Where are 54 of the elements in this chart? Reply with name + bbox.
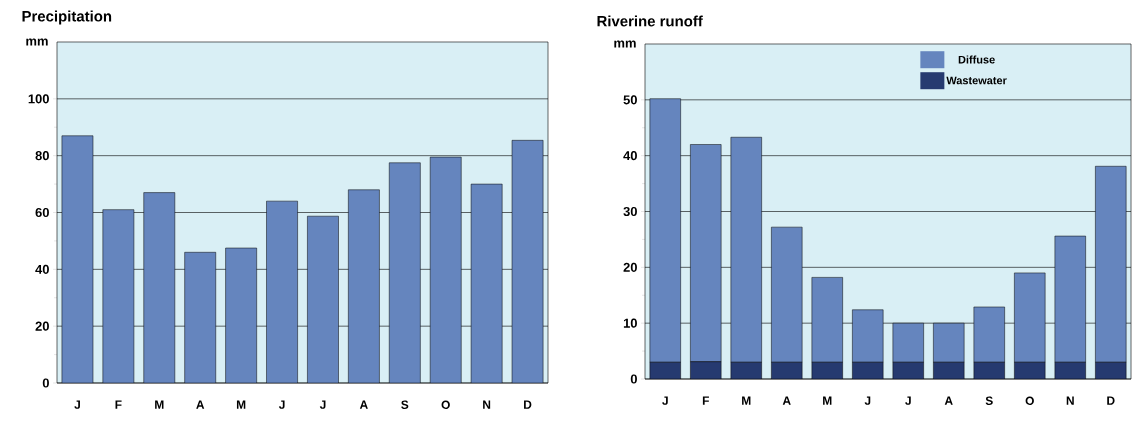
x-tick-label: J [319, 400, 326, 409]
y-tick-label: 10 [623, 318, 637, 328]
bar [184, 252, 217, 383]
bar [225, 247, 257, 383]
legend-label: Wastewater [946, 76, 1007, 85]
x-tick-label: M [823, 396, 832, 405]
y-tick-label: 60 [35, 207, 49, 218]
bar [429, 156, 462, 383]
x-tick-label: A [359, 400, 368, 409]
bar [307, 215, 339, 383]
bar [266, 200, 298, 383]
x-tick-label: F [702, 396, 709, 405]
x-tick-label: J [74, 400, 80, 409]
bar [143, 192, 176, 383]
x-tick-label: A [944, 396, 953, 405]
y-tick-label: 80 [35, 151, 49, 161]
x-tick-label: N [1066, 396, 1074, 405]
x-tick-label: O [1025, 396, 1034, 405]
x-tick-label: J [905, 396, 911, 405]
bar [511, 140, 544, 383]
x-tick-label: D [1107, 396, 1115, 405]
x-tick-label: F [115, 400, 122, 409]
y-axis-title: mm [614, 40, 636, 48]
x-tick-label: J [864, 396, 871, 405]
x-tick-label: S [401, 400, 409, 409]
y-tick-label: 50 [623, 95, 637, 105]
x-tick-label: O [441, 400, 450, 409]
x-tick-label: M [742, 396, 751, 405]
x-tick-label: D [524, 400, 532, 409]
bar [470, 183, 503, 383]
bar [389, 162, 421, 383]
y-tick-label: 0 [630, 374, 637, 384]
y-tick-label: 40 [35, 264, 49, 274]
y-axis-title: mm [26, 38, 48, 46]
y-tick-label: 20 [623, 262, 637, 272]
bar [102, 209, 135, 383]
legend-label: Diffuse [958, 55, 995, 64]
y-tick-label: 20 [35, 321, 49, 331]
x-tick-label: J [662, 396, 668, 405]
x-tick-label: J [278, 400, 285, 409]
y-tick-label: 40 [623, 151, 637, 161]
y-tick-label: 0 [42, 378, 49, 388]
x-tick-label: M [236, 400, 246, 409]
y-tick-label: 100 [28, 94, 49, 104]
x-tick-label: A [782, 396, 791, 405]
chart-title: Precipitation [22, 10, 112, 25]
x-tick-label: S [985, 396, 993, 405]
bar [61, 135, 94, 383]
x-tick-label: N [483, 400, 491, 409]
x-tick-label: A [196, 400, 205, 409]
y-tick-label: 30 [623, 206, 637, 217]
chart-title: Riverine runoff [597, 15, 703, 27]
bar [348, 189, 380, 383]
x-tick-label: M [155, 400, 164, 409]
